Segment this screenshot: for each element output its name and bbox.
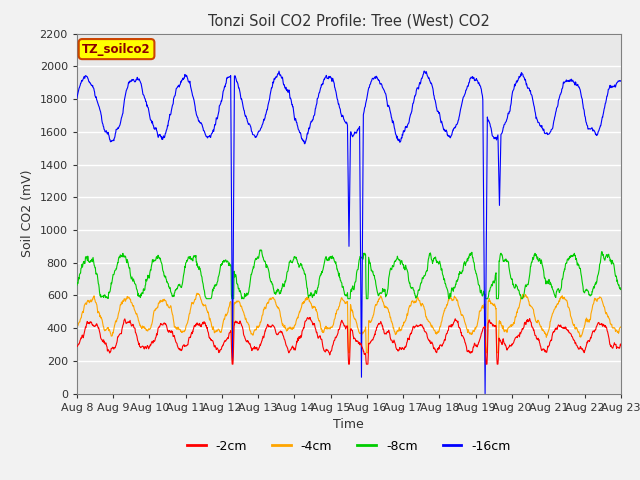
Title: Tonzi Soil CO2 Profile: Tree (West) CO2: Tonzi Soil CO2 Profile: Tree (West) CO2 <box>208 13 490 28</box>
Y-axis label: Soil CO2 (mV): Soil CO2 (mV) <box>21 170 34 257</box>
X-axis label: Time: Time <box>333 418 364 431</box>
Legend: -2cm, -4cm, -8cm, -16cm: -2cm, -4cm, -8cm, -16cm <box>182 434 516 457</box>
Text: TZ_soilco2: TZ_soilco2 <box>82 43 151 56</box>
